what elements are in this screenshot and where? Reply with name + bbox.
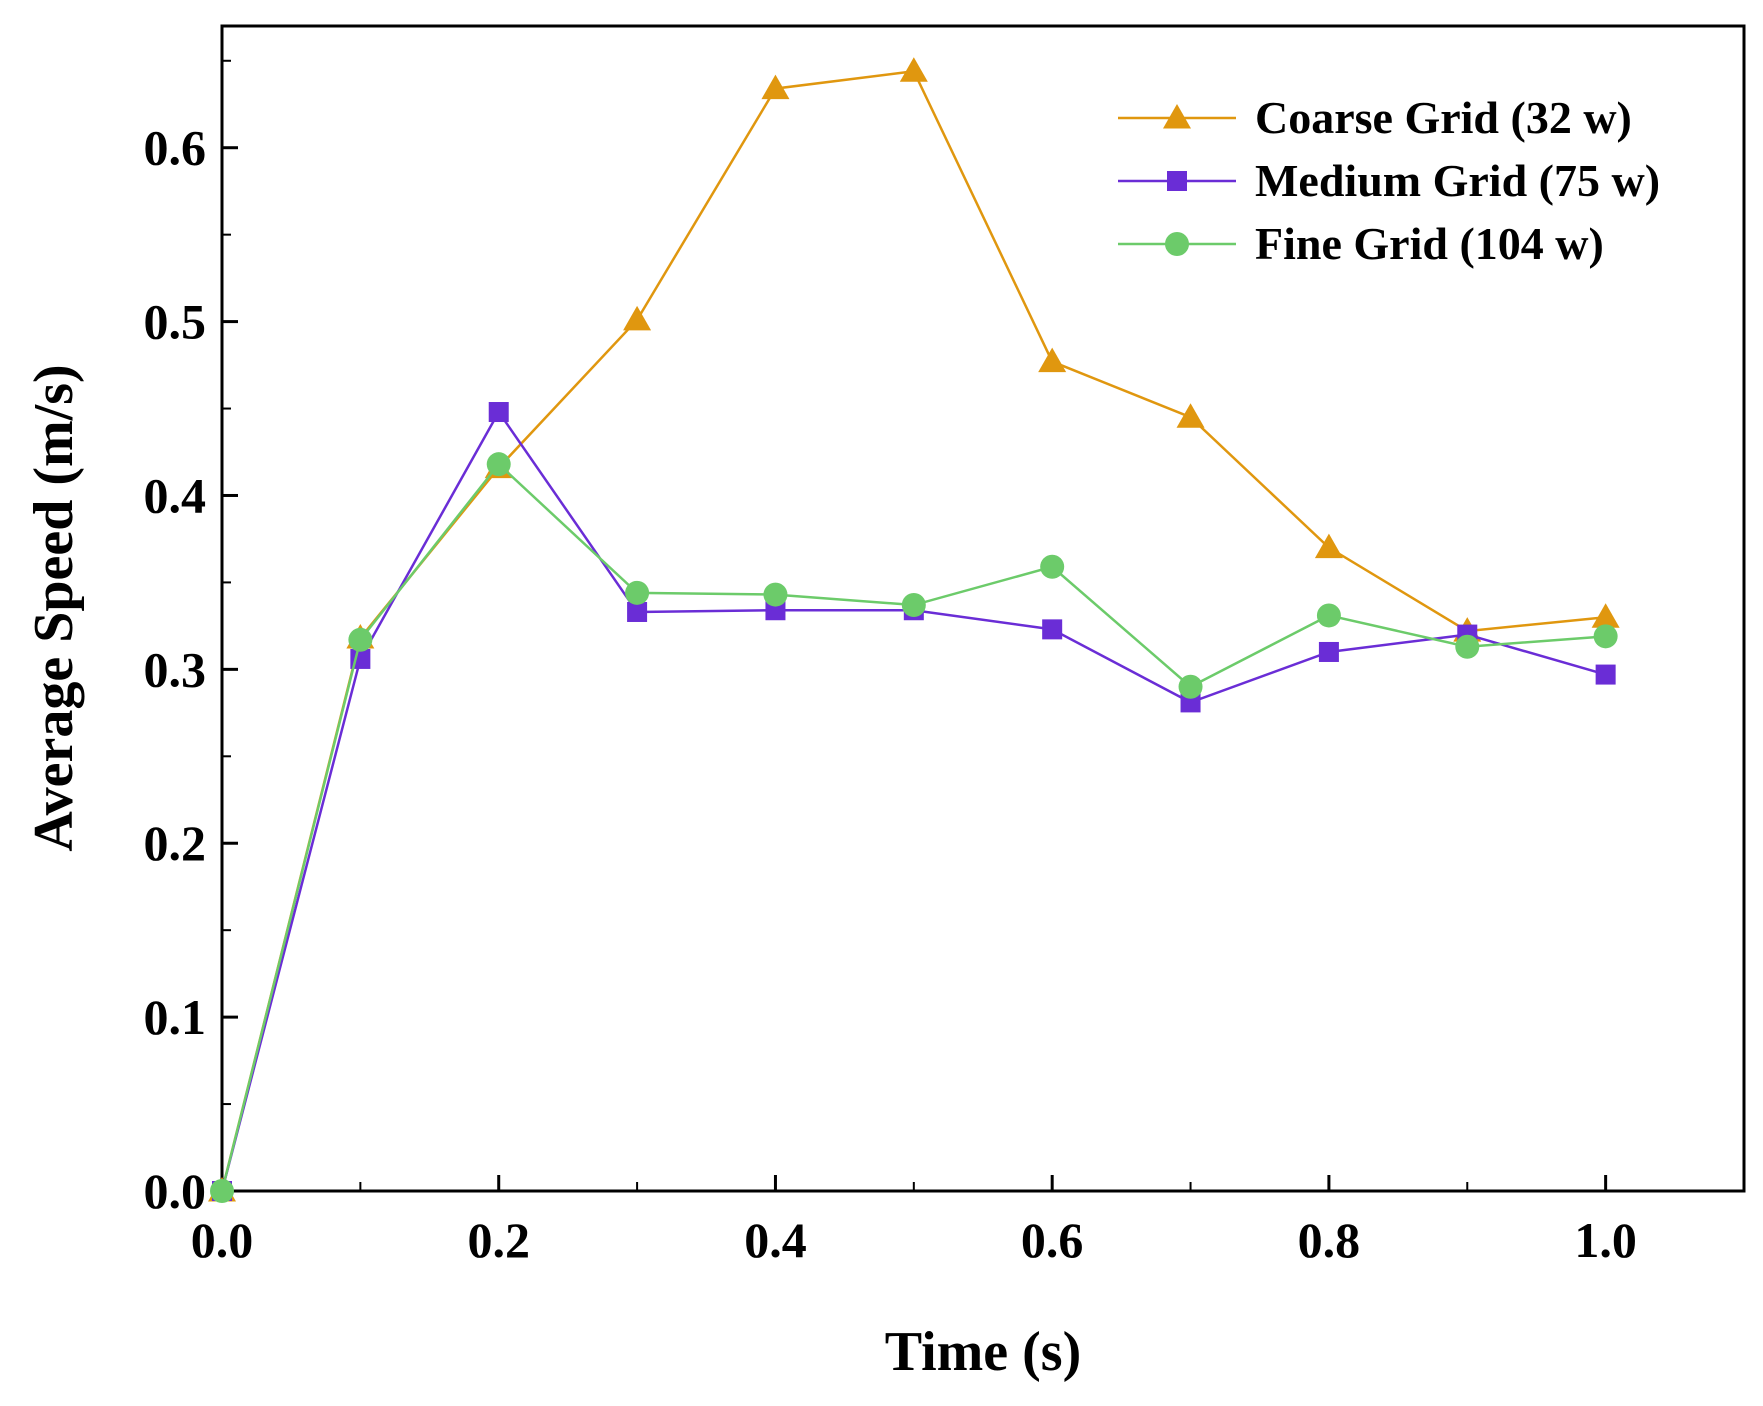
- x-tick-label: 0.4: [744, 1212, 807, 1268]
- series-line: [220, 462, 1606, 1192]
- legend-item: Medium Grid (75 w): [1118, 155, 1660, 206]
- x-tick-label: 0.8: [1298, 1212, 1361, 1268]
- y-tick-label: 0.6: [144, 120, 207, 176]
- legend-marker: [1167, 171, 1187, 191]
- data-point: [763, 582, 788, 607]
- data-point: [210, 1179, 234, 1203]
- y-tick-label: 0.2: [144, 815, 207, 871]
- x-axis: 0.0 0.2 0.4 0.6 0.8 1.0: [191, 1175, 1745, 1268]
- data-point: [348, 627, 373, 652]
- legend-label: Coarse Grid (32 w): [1255, 92, 1632, 143]
- data-point: [1042, 619, 1063, 640]
- data-point: [488, 402, 509, 423]
- legend: Coarse Grid (32 w) Medium Grid (75 w) Fine…: [1118, 92, 1660, 269]
- x-tick-label: 1.0: [1574, 1212, 1637, 1268]
- data-point: [901, 593, 926, 618]
- data-point: [1178, 674, 1203, 699]
- data-point: [899, 57, 928, 82]
- data-point: [1595, 664, 1616, 685]
- y-axis-title: Average Speed (m/s): [23, 364, 85, 851]
- data-point: [1040, 554, 1065, 579]
- plot-frame: [220, 24, 1746, 1193]
- x-tick-label: 0.6: [1021, 1212, 1084, 1268]
- legend-item: Coarse Grid (32 w): [1118, 92, 1632, 143]
- data-point: [761, 74, 790, 100]
- data-point: [625, 580, 650, 605]
- data-point: [1176, 403, 1205, 428]
- x-axis-title: Time (s): [885, 1321, 1082, 1383]
- legend-label: Fine Grid (104 w): [1255, 218, 1604, 269]
- y-tick-label: 0.3: [144, 641, 207, 697]
- data-point: [1318, 641, 1339, 662]
- data-point: [627, 601, 648, 622]
- legend-marker: [1163, 104, 1191, 129]
- series-square: [212, 402, 1616, 1201]
- data-point: [1593, 624, 1618, 649]
- series-line: [220, 409, 1606, 1192]
- data-point: [1316, 603, 1341, 628]
- x-tick-label: 0.0: [191, 1212, 254, 1268]
- legend-label: Medium Grid (75 w): [1255, 155, 1660, 206]
- series-circle: [210, 452, 1618, 1203]
- legend-marker: [1165, 232, 1189, 256]
- data-point: [486, 452, 511, 477]
- x-tick-label: 0.2: [467, 1212, 530, 1268]
- y-tick-label: 0.0: [144, 1163, 207, 1219]
- data-point: [1591, 603, 1620, 628]
- data-point: [1314, 533, 1343, 559]
- y-tick-label: 0.4: [144, 467, 207, 523]
- series-layer: [208, 57, 1620, 1203]
- data-point: [623, 305, 652, 331]
- data-point: [1038, 347, 1067, 373]
- y-axis: 0.0 0.1 0.2 0.3 0.4 0.5 0.6: [144, 59, 238, 1219]
- y-tick-label: 0.5: [144, 294, 207, 350]
- legend-item: Fine Grid (104 w): [1118, 218, 1604, 269]
- data-point: [1455, 634, 1480, 659]
- y-tick-label: 0.1: [144, 989, 207, 1045]
